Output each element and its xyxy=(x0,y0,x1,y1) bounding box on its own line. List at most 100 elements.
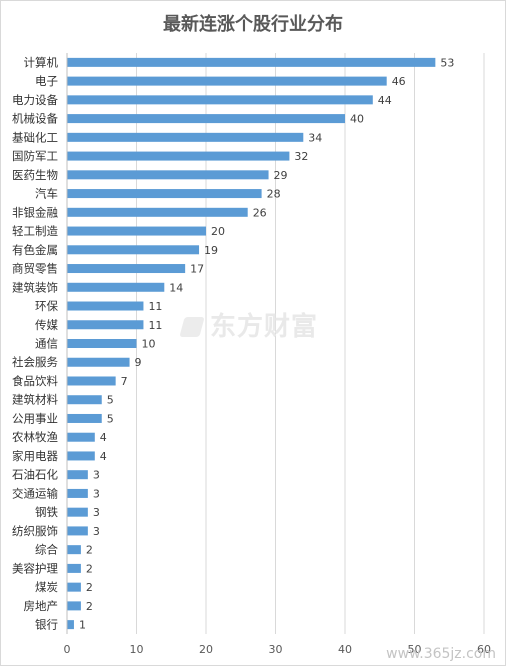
bar xyxy=(67,170,269,180)
data-label: 7 xyxy=(121,375,128,388)
bar xyxy=(67,76,387,86)
category-label: 国防军工 xyxy=(12,149,58,163)
category-label: 综合 xyxy=(35,543,58,557)
bar xyxy=(67,395,102,405)
data-label: 1 xyxy=(79,619,86,632)
bar xyxy=(67,507,88,517)
category-label: 银行 xyxy=(35,618,58,632)
data-label: 17 xyxy=(190,263,204,276)
category-label: 医药生物 xyxy=(12,168,58,182)
category-label: 传媒 xyxy=(35,318,58,332)
category-label: 电子 xyxy=(35,74,58,88)
category-label: 公用事业 xyxy=(12,411,58,425)
category-label: 煤炭 xyxy=(35,580,58,594)
data-label: 29 xyxy=(274,169,288,182)
bar xyxy=(67,57,436,67)
category-label: 房地产 xyxy=(24,599,59,613)
watermark-logo: 东方财富 xyxy=(179,306,319,343)
data-label: 11 xyxy=(148,319,162,332)
bar xyxy=(67,601,81,611)
category-label: 环保 xyxy=(35,299,58,313)
data-label: 14 xyxy=(169,281,183,294)
x-tick-label: 50 xyxy=(408,643,422,656)
chart-title: 最新连涨个股行业分布 xyxy=(163,14,343,35)
data-label: 2 xyxy=(86,581,93,594)
data-label: 20 xyxy=(211,225,225,238)
bar xyxy=(67,282,165,292)
data-label: 19 xyxy=(204,244,218,257)
data-label: 53 xyxy=(440,56,454,69)
data-label: 3 xyxy=(93,469,100,482)
watermark-text: 东方财富 xyxy=(210,312,319,342)
data-label: 9 xyxy=(135,356,142,369)
data-label: 46 xyxy=(392,75,406,88)
category-label: 家用电器 xyxy=(12,449,58,463)
bar xyxy=(67,376,116,386)
data-label: 28 xyxy=(267,188,281,201)
bar xyxy=(67,301,144,311)
category-label: 石油石化 xyxy=(12,468,58,482)
bar xyxy=(67,470,88,480)
bar xyxy=(67,95,373,105)
x-tick-label: 60 xyxy=(477,643,491,656)
category-label: 钢铁 xyxy=(35,505,58,519)
bar xyxy=(67,245,200,255)
bar xyxy=(67,226,206,236)
x-tick-label: 0 xyxy=(64,643,71,656)
data-label: 26 xyxy=(253,206,267,219)
category-label: 基础化工 xyxy=(12,130,58,144)
x-tick-label: 40 xyxy=(338,643,352,656)
bar xyxy=(67,451,95,461)
x-tick-label: 10 xyxy=(130,643,144,656)
data-label: 5 xyxy=(107,394,114,407)
data-label: 3 xyxy=(93,525,100,538)
bar xyxy=(67,114,345,124)
data-label: 4 xyxy=(100,431,107,444)
bar xyxy=(67,432,95,442)
x-tick-label: 20 xyxy=(199,643,213,656)
category-label: 社会服务 xyxy=(12,355,58,369)
category-label: 机械设备 xyxy=(12,112,58,126)
bar xyxy=(67,189,262,199)
bar xyxy=(67,488,88,498)
bar xyxy=(67,207,248,217)
bar xyxy=(67,132,304,142)
data-label: 11 xyxy=(148,300,162,313)
x-tick-label: 30 xyxy=(269,643,283,656)
watermark-icon xyxy=(179,317,205,337)
bar xyxy=(67,339,137,348)
bar xyxy=(67,545,81,555)
bar xyxy=(67,620,74,630)
data-label: 44 xyxy=(378,94,392,107)
category-label: 商贸零售 xyxy=(12,262,58,276)
category-label: 非银金融 xyxy=(12,205,58,219)
category-label: 美容护理 xyxy=(12,561,58,575)
data-label: 10 xyxy=(142,338,156,351)
category-label: 有色金属 xyxy=(12,243,58,257)
category-label: 建筑材料 xyxy=(12,393,58,407)
category-label: 电力设备 xyxy=(12,93,58,107)
category-label: 通信 xyxy=(35,337,58,351)
bar xyxy=(67,526,88,536)
bar xyxy=(67,357,130,367)
category-label: 纺织服饰 xyxy=(12,524,58,538)
bar xyxy=(67,264,186,274)
data-label: 2 xyxy=(86,562,93,575)
data-label: 34 xyxy=(308,131,322,144)
bar xyxy=(67,563,81,573)
bar xyxy=(67,320,144,330)
bar xyxy=(67,151,290,161)
data-label: 3 xyxy=(93,506,100,519)
bar xyxy=(67,582,81,592)
category-label: 汽车 xyxy=(35,187,58,201)
site-watermark: www.365jz.com xyxy=(386,646,496,662)
data-label: 3 xyxy=(93,487,100,500)
data-label: 32 xyxy=(294,150,308,163)
category-label: 食品饮料 xyxy=(12,374,58,388)
category-label: 交通运输 xyxy=(12,486,58,500)
category-label: 建筑装饰 xyxy=(12,280,58,294)
data-label: 2 xyxy=(86,600,93,613)
data-label: 2 xyxy=(86,544,93,557)
